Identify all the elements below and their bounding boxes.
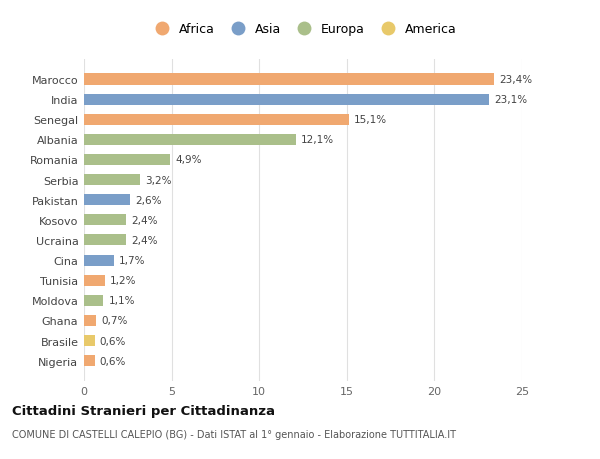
Text: 0,6%: 0,6% [100, 356, 126, 366]
Text: 23,1%: 23,1% [494, 95, 527, 105]
Bar [84, 315, 96, 326]
Text: 2,6%: 2,6% [135, 195, 161, 205]
Text: 15,1%: 15,1% [354, 115, 387, 125]
Bar [84, 195, 130, 206]
Legend: Africa, Asia, Europa, America: Africa, Asia, Europa, America [146, 21, 460, 39]
Bar [84, 335, 95, 346]
Bar [84, 275, 105, 286]
Text: COMUNE DI CASTELLI CALEPIO (BG) - Dati ISTAT al 1° gennaio - Elaborazione TUTTIT: COMUNE DI CASTELLI CALEPIO (BG) - Dati I… [12, 429, 456, 439]
Text: 1,1%: 1,1% [109, 296, 135, 306]
Text: 23,4%: 23,4% [499, 75, 532, 85]
Bar [84, 295, 103, 306]
Bar [84, 74, 494, 85]
Bar [84, 114, 349, 125]
Text: Cittadini Stranieri per Cittadinanza: Cittadini Stranieri per Cittadinanza [12, 404, 275, 417]
Bar [84, 134, 296, 146]
Bar [84, 235, 126, 246]
Bar [84, 215, 126, 226]
Text: 12,1%: 12,1% [301, 135, 334, 145]
Bar [84, 255, 114, 266]
Text: 3,2%: 3,2% [145, 175, 172, 185]
Text: 0,7%: 0,7% [101, 316, 128, 326]
Text: 1,7%: 1,7% [119, 256, 146, 265]
Bar [84, 155, 170, 166]
Text: 2,4%: 2,4% [131, 235, 158, 246]
Text: 0,6%: 0,6% [100, 336, 126, 346]
Bar [84, 355, 95, 366]
Text: 4,9%: 4,9% [175, 155, 202, 165]
Bar [84, 95, 489, 106]
Text: 2,4%: 2,4% [131, 215, 158, 225]
Text: 1,2%: 1,2% [110, 275, 137, 285]
Bar [84, 174, 140, 186]
